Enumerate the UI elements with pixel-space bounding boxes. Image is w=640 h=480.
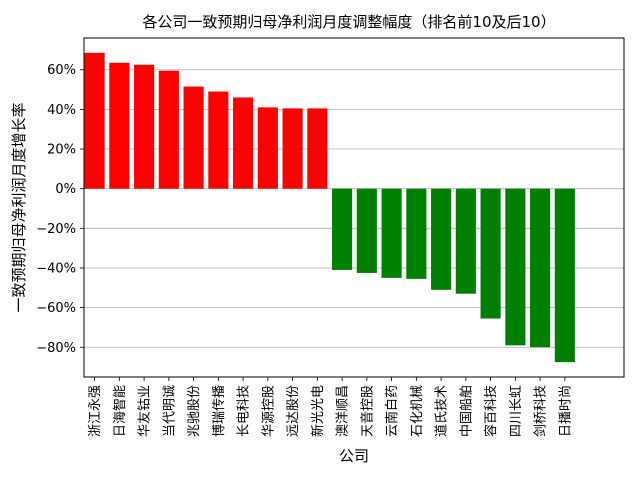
bar (431, 188, 452, 290)
x-tick-label: 剑桥科技 (533, 385, 549, 437)
x-tick-label: 道氏技术 (435, 385, 450, 437)
x-tick-label: 澳洋顺昌 (335, 385, 351, 437)
bar (505, 188, 526, 346)
x-tick-label: 博瑞传播 (212, 385, 227, 437)
x-tick-label: 远达股份 (286, 385, 301, 437)
y-axis-ticks: −80% −60% −40% −20% 0% 20% 40% 60% (36, 63, 84, 356)
bar (356, 188, 377, 273)
x-tick-label: 长电科技 (237, 385, 252, 437)
bar (84, 52, 105, 189)
bar (109, 62, 130, 189)
bar (183, 86, 204, 189)
x-tick-label: 浙江永强 (88, 385, 103, 437)
bar (134, 64, 155, 189)
bar (257, 107, 278, 189)
bar (381, 188, 402, 278)
x-axis-ticks: 浙江永强 日海智能 华友钴业 当代明诚 兆驰股份 博瑞传播 长电科技 华源控股 远达股份 新光光电… (88, 377, 573, 437)
bars (84, 52, 575, 363)
bar (158, 70, 179, 189)
x-tick-label: 日海智能 (113, 385, 128, 437)
x-tick-label: 云南白药 (384, 385, 400, 437)
x-tick-label: 容百科技 (483, 385, 499, 437)
bar (455, 188, 476, 294)
bar (307, 108, 328, 189)
y-tick-label: 40% (47, 103, 76, 118)
x-tick-label: 日播时尚 (558, 385, 573, 437)
plot-frame (83, 37, 625, 378)
bar (554, 188, 575, 363)
y-tick-label: −20% (36, 222, 76, 237)
y-tick-label: −80% (36, 341, 76, 356)
bar (406, 188, 427, 279)
x-tick-label: 新光光电 (310, 385, 326, 437)
chart-title: 各公司一致预期归母净利润月度调整幅度（排名前10及后10） (142, 13, 555, 31)
y-tick-label: −60% (36, 301, 76, 316)
x-tick-label: 天音控股 (359, 385, 375, 437)
x-tick-label: 华源控股 (261, 385, 276, 437)
bar (480, 188, 501, 319)
x-tick-label: 石化机械 (410, 385, 425, 437)
x-axis-label: 公司 (339, 447, 369, 465)
x-tick-label: 四川长虹 (509, 385, 524, 437)
bar (282, 108, 303, 189)
y-axis-label: 一致预期归母净利润月度增长率 (10, 102, 28, 312)
y-tick-label: 0% (55, 182, 76, 197)
bar (208, 91, 229, 189)
bar (233, 97, 254, 189)
x-tick-label: 兆驰股份 (187, 385, 202, 437)
y-tick-label: 60% (47, 63, 76, 78)
x-tick-label: 华友钴业 (137, 385, 153, 437)
y-tick-label: −40% (36, 261, 76, 276)
y-tick-label: 20% (47, 143, 76, 158)
bar (530, 188, 551, 348)
x-tick-label: 当代明诚 (162, 385, 177, 437)
x-tick-label: 中国船舶 (458, 385, 474, 437)
bar (332, 188, 353, 270)
